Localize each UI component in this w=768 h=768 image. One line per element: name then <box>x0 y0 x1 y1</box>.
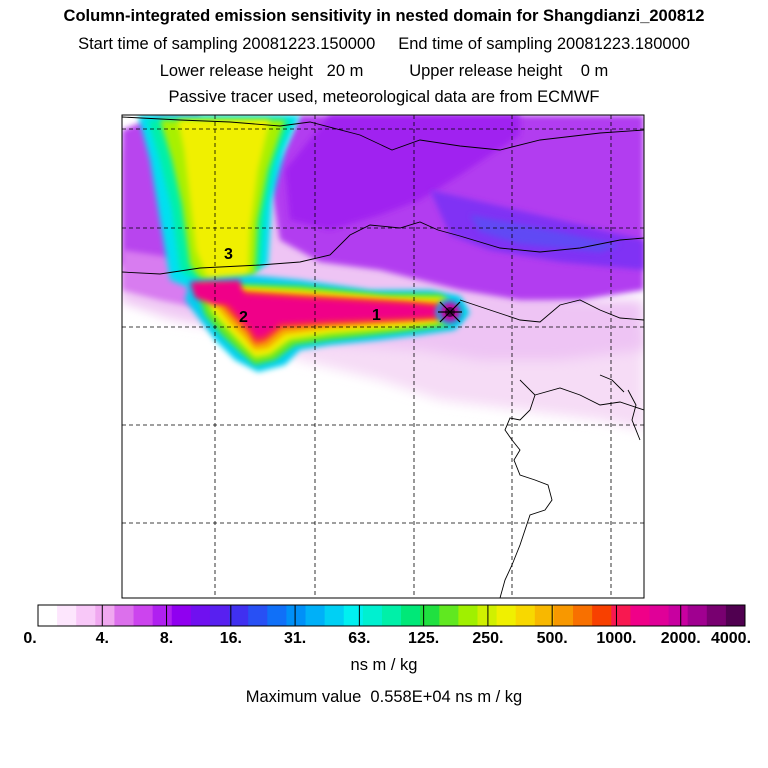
colorbar-swatch <box>95 605 115 626</box>
colorbar-swatch <box>668 605 689 626</box>
colorbar-swatch <box>57 605 77 626</box>
colorbar-swatch <box>439 605 459 626</box>
maximum-value: Maximum value 0.558E+04 ns m / kg <box>245 688 523 706</box>
map-frame <box>121 114 645 599</box>
colorbar-swatch <box>362 605 383 626</box>
colorbar-swatch <box>477 605 498 626</box>
colorbar-tick-label: 2000. <box>660 630 701 647</box>
colorbar-tick-label: 500. <box>536 630 568 647</box>
release-height-line: Lower release height 20 m Upper release … <box>159 62 609 80</box>
colorbar-swatch <box>515 605 536 626</box>
colorbar-tick-label: 0. <box>23 630 37 647</box>
colorbar-swatch <box>381 605 402 626</box>
colorbar-tick-label: 4. <box>95 630 109 647</box>
colorbar-tick-label: 125. <box>408 630 440 647</box>
colorbar-swatch <box>592 605 612 626</box>
colorbar-swatch <box>458 605 478 626</box>
colorbar-swatch <box>324 605 345 626</box>
colorbar-tick-label: 8. <box>159 630 174 647</box>
colorbar-swatch <box>687 605 708 626</box>
colorbar-swatch <box>534 605 555 626</box>
colorbar-units: ns m / kg <box>350 656 418 674</box>
colorbar-swatch <box>190 605 211 626</box>
colorbar-swatch <box>133 605 154 626</box>
colorbar-tick-label: 4000. <box>710 630 752 647</box>
colorbar-swatch <box>114 605 135 626</box>
receptor-marker <box>438 301 462 323</box>
colorbar-swatch <box>706 605 727 626</box>
colorbar-swatch <box>76 605 96 626</box>
colorbar-swatch <box>343 605 364 626</box>
border-lines <box>122 116 644 598</box>
graticule <box>122 115 644 598</box>
colorbar-swatch <box>630 605 650 626</box>
marker-label-3: 3 <box>224 246 233 263</box>
colorbar-swatch <box>248 605 268 626</box>
colorbar-swatch <box>611 605 631 626</box>
colorbar-tick-label: 63. <box>348 630 371 647</box>
colorbar-swatch <box>401 605 421 626</box>
colorbar-swatch <box>267 605 287 626</box>
colorbar-swatch <box>305 605 326 626</box>
colorbar-swatch <box>573 605 593 626</box>
colorbar <box>37 604 746 627</box>
colorbar-swatch <box>420 605 440 626</box>
colorbar-swatch <box>229 605 249 626</box>
marker-label-2: 2 <box>239 309 248 326</box>
colorbar-tick-label: 1000. <box>596 630 637 647</box>
marker-label-1: 1 <box>372 307 381 324</box>
colorbar-swatch <box>209 605 230 626</box>
colorbar-swatch <box>171 605 192 626</box>
colorbar-swatch <box>286 605 307 626</box>
sampling-time-line: Start time of sampling 20081223.150000 E… <box>78 35 690 53</box>
colorbar-swatch <box>553 605 574 626</box>
colorbar-swatch <box>725 605 746 626</box>
colorbar-swatch <box>152 605 173 626</box>
plot-title: Column-integrated emission sensitivity i… <box>63 7 705 25</box>
colorbar-tick-label: 250. <box>472 630 504 647</box>
colorbar-tick-label: 16. <box>219 630 242 647</box>
tracer-info-line: Passive tracer used, meteorological data… <box>168 88 600 106</box>
colorbar-tick-label: 31. <box>283 630 307 647</box>
colorbar-swatch <box>496 605 517 626</box>
colorbar-swatch <box>649 605 670 626</box>
colorbar-swatch <box>38 605 58 626</box>
plume-field <box>122 115 644 430</box>
